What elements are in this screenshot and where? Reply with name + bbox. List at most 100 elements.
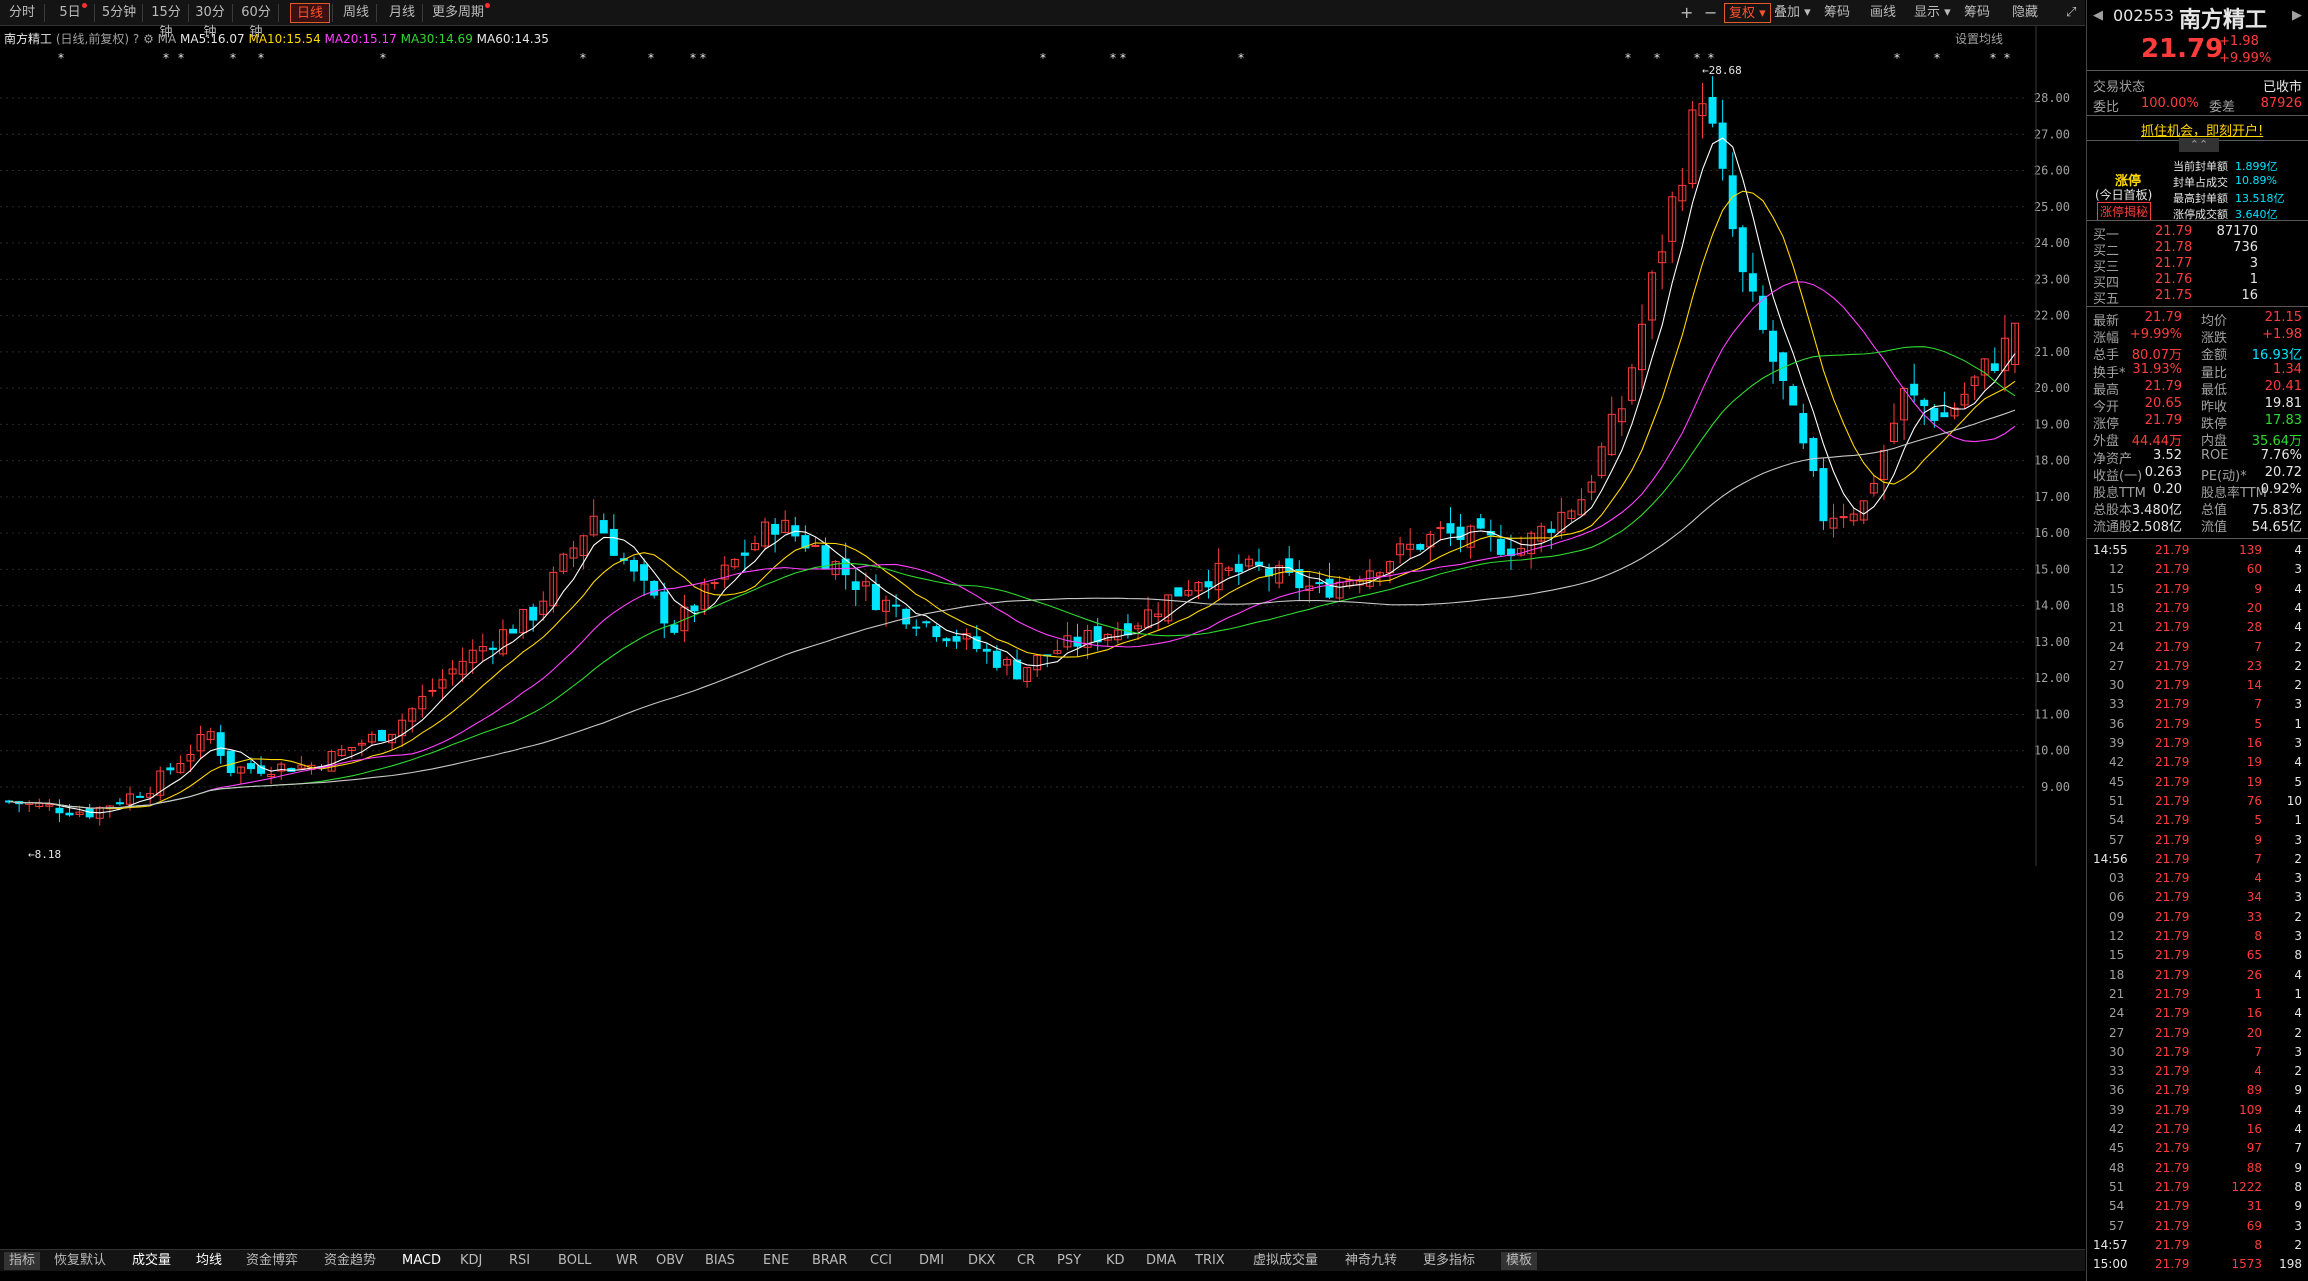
gear-icon[interactable]: ⚙ — [143, 32, 154, 46]
indicator-tab-4[interactable]: 资金博弈 — [246, 1253, 299, 1268]
event-marker[interactable]: * — [1654, 51, 1660, 65]
indicator-tab-13[interactable]: ENE — [763, 1253, 790, 1268]
indicator-tab-21[interactable]: DMA — [1146, 1253, 1177, 1268]
help-icon[interactable]: ? — [132, 32, 140, 46]
candle-up — [206, 731, 215, 740]
period-tab-1[interactable]: 5日 — [54, 3, 92, 23]
event-marker[interactable]: * — [258, 51, 264, 65]
period-tab-6[interactable]: 日线 — [290, 3, 330, 23]
promo-link[interactable]: 抓住机会，即刻开户! — [2141, 124, 2264, 139]
indicator-tab-6[interactable]: MACD — [402, 1253, 441, 1268]
tick-price: 21.79 — [2155, 1237, 2190, 1252]
price-axis-label: 15.00 — [2034, 562, 2070, 576]
event-marker[interactable]: * — [690, 51, 696, 65]
indicator-tab-15[interactable]: CCI — [870, 1253, 892, 1268]
indicator-tab-12[interactable]: BIAS — [705, 1253, 735, 1268]
collapse-icon[interactable]: ⌃⌃ — [2179, 138, 2219, 152]
candle-up — [448, 668, 457, 675]
indicator-tab-0[interactable]: 指标 — [4, 1252, 41, 1270]
candle-down — [509, 628, 518, 634]
event-marker[interactable]: * — [648, 51, 654, 65]
period-tab-2[interactable]: 5分钟 — [101, 5, 137, 20]
tab-separator — [232, 4, 233, 22]
event-marker[interactable]: * — [163, 51, 169, 65]
event-marker[interactable]: * — [580, 51, 586, 65]
price-change: +1.98 — [2219, 34, 2259, 49]
toolbar-button-3[interactable]: 画线 — [1870, 5, 1897, 20]
event-marker[interactable]: * — [1040, 51, 1046, 65]
prev-stock-icon[interactable]: ◀ — [2093, 8, 2103, 23]
candle-up — [781, 519, 790, 533]
toolbar-button-2[interactable]: 筹码 — [1824, 5, 1851, 20]
status-value: 已收市 — [2262, 80, 2302, 95]
indicator-tab-3[interactable]: 均线 — [196, 1253, 223, 1268]
event-marker[interactable]: * — [1934, 51, 1940, 65]
event-marker[interactable]: * — [1894, 51, 1900, 65]
indicator-tab-25[interactable]: 更多指标 — [1423, 1253, 1476, 1268]
indicator-tab-19[interactable]: PSY — [1057, 1253, 1082, 1268]
period-tab-0[interactable]: 分时 — [8, 5, 35, 20]
indicator-tab-24[interactable]: 神奇九转 — [1345, 1253, 1398, 1268]
event-marker[interactable]: * — [2004, 51, 2010, 65]
bid-level-label: 买一 — [2093, 228, 2120, 243]
zoom-out-icon[interactable]: − — [1704, 3, 1718, 22]
zoom-in-icon[interactable]: + — [1680, 3, 1694, 22]
indicator-tab-22[interactable]: TRIX — [1195, 1253, 1225, 1268]
event-marker[interactable]: * — [380, 51, 386, 65]
period-tab-8[interactable]: 月线 — [388, 5, 415, 20]
indicator-tab-23[interactable]: 虚拟成交量 — [1253, 1253, 1319, 1268]
toolbar-button-5[interactable]: 筹码 — [1964, 5, 1991, 20]
candle-up — [1678, 184, 1687, 202]
ma-settings-link[interactable]: 设置均线 — [1955, 32, 2004, 46]
period-tab-4[interactable]: 30分钟 — [195, 5, 225, 40]
period-tab-5[interactable]: 60分钟 — [241, 5, 271, 40]
indicator-tab-18[interactable]: CR — [1017, 1253, 1036, 1268]
indicator-tab-16[interactable]: DMI — [919, 1253, 945, 1268]
next-stock-icon[interactable]: ▶ — [2292, 8, 2302, 23]
indicator-tab-8[interactable]: RSI — [509, 1253, 531, 1268]
event-marker[interactable]: * — [1625, 51, 1631, 65]
candle-up — [1950, 407, 1959, 417]
indicator-tab-5[interactable]: 资金趋势 — [324, 1253, 377, 1268]
event-marker[interactable]: * — [1990, 51, 1996, 65]
indicator-tab-10[interactable]: WR — [616, 1253, 638, 1268]
indicator-tab-2[interactable]: 成交量 — [132, 1253, 172, 1268]
fullscreen-icon[interactable]: ⤢ — [2066, 5, 2077, 20]
period-tab-9[interactable]: 更多周期 — [428, 3, 494, 23]
indicator-tab-9[interactable]: BOLL — [558, 1253, 592, 1268]
tick-count: 2 — [2294, 658, 2302, 673]
price-axis-label: 9.00 — [2041, 780, 2070, 794]
tick-count: 8 — [2294, 948, 2302, 963]
indicator-tab-20[interactable]: KD — [1106, 1253, 1125, 1268]
indicator-tab-14[interactable]: BRAR — [812, 1253, 848, 1268]
period-tab-7[interactable]: 周线 — [342, 5, 369, 20]
event-marker[interactable]: * — [1708, 51, 1714, 65]
event-marker[interactable]: * — [178, 51, 184, 65]
toolbar-button-4[interactable]: 显示 ▾ — [1914, 5, 1951, 20]
tick-count: 4 — [2294, 1006, 2302, 1021]
period-tab-3[interactable]: 15分钟 — [151, 5, 181, 40]
kline-mode: (日线,前复权) — [55, 32, 130, 46]
quote-value: 80.07万 — [2131, 348, 2182, 364]
indicator-tab-1[interactable]: 恢复默认 — [54, 1253, 107, 1268]
toolbar-button-0[interactable]: 复权 ▾ — [1724, 3, 1771, 23]
candle-up — [559, 553, 568, 572]
event-marker[interactable]: * — [1694, 51, 1700, 65]
indicator-tab-17[interactable]: DKX — [968, 1253, 996, 1268]
indicator-tab-26[interactable]: 模板 — [1501, 1252, 1538, 1270]
indicator-tab-7[interactable]: KDJ — [460, 1253, 483, 1268]
toolbar-button-6[interactable]: 隐藏 — [2012, 5, 2039, 20]
tick-volume: 69 — [2246, 1218, 2262, 1233]
indicator-tab-11[interactable]: OBV — [656, 1253, 684, 1268]
event-marker[interactable]: * — [700, 51, 706, 65]
event-marker[interactable]: * — [1238, 51, 1244, 65]
event-marker[interactable]: * — [58, 51, 64, 65]
event-marker[interactable]: * — [1120, 51, 1126, 65]
event-marker[interactable]: * — [230, 51, 236, 65]
toolbar-button-1[interactable]: 叠加 ▾ — [1774, 5, 1811, 20]
event-marker[interactable]: * — [1110, 51, 1116, 65]
limit-reveal-button[interactable]: 涨停揭秘 — [2097, 202, 2152, 221]
quote-label: 流值 — [2201, 520, 2228, 536]
tick-count: 4 — [2294, 755, 2302, 770]
kline-chart[interactable]: 28.00 27.00 26.00 25.00 24.00 23.00 22.00 21.00… — [0, 26, 2085, 866]
